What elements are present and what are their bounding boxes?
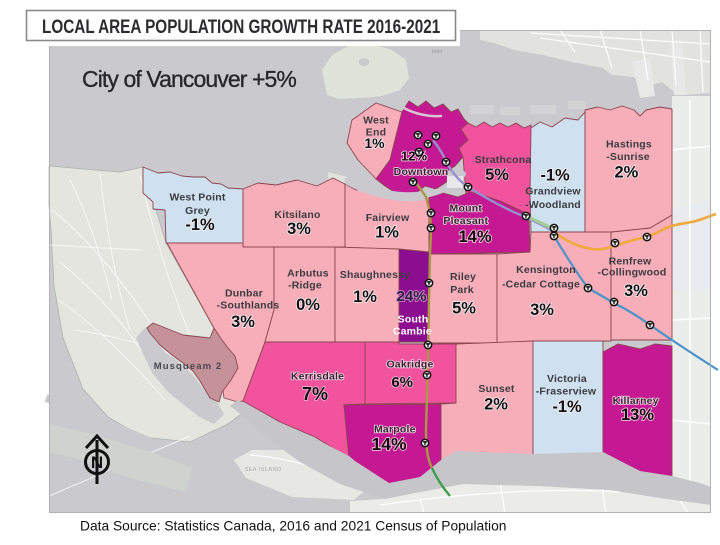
svg-text:Kitsilano: Kitsilano [274, 209, 320, 221]
svg-text:Musqueam 2: Musqueam 2 [154, 361, 223, 372]
svg-text:1%: 1% [353, 288, 377, 306]
svg-text:Kerrisdale: Kerrisdale [291, 371, 344, 383]
svg-text:Dunbar: Dunbar [225, 288, 263, 300]
svg-text:24%: 24% [396, 288, 426, 305]
svg-text:14%: 14% [371, 434, 406, 454]
svg-text:3%: 3% [287, 220, 311, 238]
svg-text:3%: 3% [231, 313, 255, 331]
svg-text:-Fraserview: -Fraserview [536, 386, 597, 398]
svg-text:5%: 5% [452, 300, 476, 318]
svg-text:Park: Park [450, 284, 474, 296]
svg-text:-1%: -1% [552, 398, 582, 416]
svg-text:12%: 12% [401, 149, 427, 164]
svg-text:-Woodland: -Woodland [525, 199, 581, 211]
svg-text:5%: 5% [485, 166, 509, 184]
svg-text:13%: 13% [621, 406, 654, 424]
svg-text:End: End [366, 127, 386, 139]
svg-text:Victoria: Victoria [547, 373, 587, 385]
svg-text:Shaughnessy: Shaughnessy [340, 269, 410, 281]
svg-text:Fairview: Fairview [366, 212, 410, 224]
svg-text:0%: 0% [296, 296, 320, 314]
svg-text:1%: 1% [364, 135, 385, 151]
svg-text:N: N [91, 453, 103, 472]
svg-text:-Cedar Cottage: -Cedar Cottage [502, 279, 580, 291]
svg-text:2%: 2% [484, 396, 508, 414]
svg-text:Mount: Mount [450, 203, 483, 215]
svg-text:14%: 14% [458, 228, 491, 246]
svg-text:City of Vancouver +5%: City of Vancouver +5% [82, 66, 296, 92]
svg-text:Killarney: Killarney [613, 395, 659, 407]
svg-text:Pleasant: Pleasant [443, 215, 488, 227]
svg-text:Riley: Riley [450, 271, 476, 283]
svg-text:Marpole: Marpole [374, 424, 416, 436]
svg-text:Downtown: Downtown [394, 166, 449, 178]
svg-text:3%: 3% [530, 301, 554, 319]
svg-text:-1%: -1% [185, 216, 215, 234]
svg-text:Strathcona: Strathcona [475, 154, 532, 166]
svg-text:SEA ISLAND: SEA ISLAND [244, 467, 281, 473]
svg-text:West: West [363, 115, 389, 127]
svg-text:3%: 3% [624, 282, 648, 300]
svg-text:Cambie: Cambie [393, 326, 432, 338]
svg-text:6%: 6% [391, 374, 413, 391]
svg-text:-Collingwood: -Collingwood [598, 267, 667, 279]
svg-text:South: South [398, 314, 429, 326]
svg-text:2%: 2% [614, 164, 638, 182]
svg-text:Arbutus: Arbutus [287, 268, 329, 280]
svg-text:7%: 7% [302, 384, 328, 404]
svg-text:Kensington: Kensington [516, 264, 576, 276]
svg-text:Data Source: Statistics Canada: Data Source: Statistics Canada, 2016 and… [80, 519, 506, 534]
svg-text:-Sunrise: -Sunrise [606, 151, 650, 163]
svg-text:-Ridge: -Ridge [288, 280, 322, 292]
svg-text:Grandview: Grandview [525, 186, 581, 198]
svg-text:Oakridge: Oakridge [386, 359, 433, 371]
svg-text:1%: 1% [375, 224, 399, 242]
svg-text:-1%: -1% [540, 167, 570, 185]
svg-text:Grey: Grey [185, 205, 210, 217]
svg-text:West Point: West Point [169, 192, 225, 204]
svg-text:Hastings: Hastings [606, 139, 652, 151]
svg-text:Inlet: Inlet [432, 49, 443, 55]
svg-text:Sunset: Sunset [478, 383, 515, 395]
svg-text:-Southlands: -Southlands [217, 300, 280, 312]
svg-text:Renfrew: Renfrew [609, 256, 652, 268]
svg-text:LOCAL AREA POPULATION GROWTH R: LOCAL AREA POPULATION GROWTH RATE 2016-2… [42, 15, 441, 37]
